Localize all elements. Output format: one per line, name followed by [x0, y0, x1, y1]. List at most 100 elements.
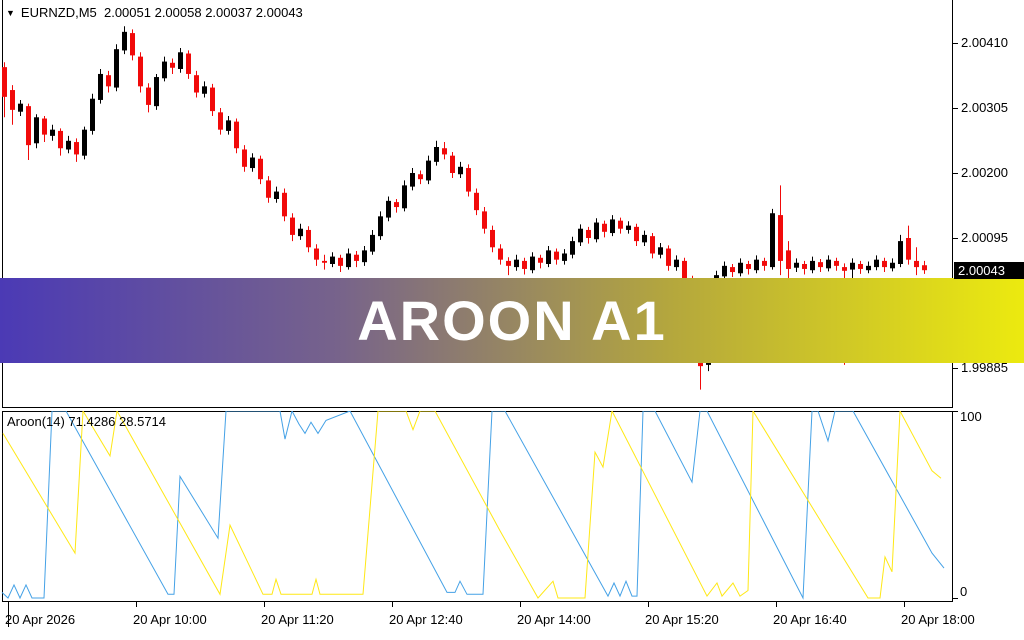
price-axis-label: 2.00200: [961, 165, 1008, 180]
price-axis-label: 2.00305: [961, 100, 1008, 115]
candle: [274, 186, 279, 203]
candle: [546, 246, 551, 268]
price-axis-label: 1.99885: [961, 360, 1008, 375]
indicator-scale-tick: [953, 410, 958, 412]
candle: [642, 230, 647, 247]
candle: [570, 236, 575, 259]
candle: [810, 256, 815, 274]
candle: [578, 224, 583, 247]
candle: [674, 255, 679, 271]
candle: [50, 124, 55, 141]
candle: [522, 257, 527, 275]
candle: [922, 260, 927, 274]
candle: [602, 220, 607, 238]
time-axis-label: 20 Apr 11:20: [261, 612, 334, 627]
candle: [722, 261, 727, 280]
indicator-scale-label: 0: [960, 584, 968, 599]
candle: [498, 244, 503, 265]
candle: [322, 254, 327, 270]
candle: [882, 257, 887, 273]
candle: [618, 217, 623, 234]
aroon-line-aroon-up: [1, 411, 945, 600]
candle: [538, 254, 543, 269]
candle: [650, 233, 655, 259]
candle: [482, 207, 487, 234]
candle: [586, 226, 591, 244]
candle: [554, 248, 559, 265]
candle: [178, 47, 183, 73]
candle: [26, 103, 31, 161]
aroon-line-aroon-down: [2, 411, 942, 599]
time-tick: [520, 602, 521, 607]
candle: [42, 116, 47, 143]
aroon-indicator-panel[interactable]: [2, 411, 953, 602]
candle: [778, 185, 783, 276]
candle: [898, 234, 903, 268]
candle: [818, 259, 823, 273]
candle: [114, 44, 119, 92]
candle: [354, 251, 359, 268]
time-tick: [264, 602, 265, 607]
candle: [194, 70, 199, 98]
candle: [314, 244, 319, 266]
time-tick: [904, 602, 905, 607]
candle: [738, 258, 743, 277]
candle: [186, 50, 191, 79]
time-axis-label: 20 Apr 2026: [5, 612, 76, 627]
candle: [330, 252, 335, 268]
time-axis[interactable]: [0, 603, 1024, 640]
candle: [10, 85, 15, 125]
candle: [130, 29, 135, 61]
candle: [346, 248, 351, 270]
candle: [74, 138, 79, 162]
candle: [66, 135, 71, 154]
indicator-label: Aroon(14) 71.4286 28.5714: [7, 414, 167, 429]
price-tick: [953, 172, 958, 174]
candle: [362, 246, 367, 266]
banner-title: AROON A1: [357, 288, 667, 352]
candle: [826, 255, 831, 272]
candle: [106, 70, 111, 93]
chart-title: ▼ EURNZD,M5 2.00051 2.00058 2.00037 2.000…: [6, 5, 303, 20]
candle: [914, 247, 919, 276]
symbol-dropdown-icon[interactable]: ▼: [6, 8, 15, 18]
candle: [450, 151, 455, 178]
candle: [58, 128, 63, 156]
aroon-indicator-chart[interactable]: [0, 411, 953, 602]
candle: [410, 168, 415, 191]
candle: [802, 260, 807, 275]
candle: [210, 83, 215, 117]
candle: [146, 83, 151, 113]
candle: [730, 264, 735, 278]
candle: [258, 155, 263, 185]
time-axis-label: 20 Apr 12:40: [389, 612, 463, 627]
candle: [434, 140, 439, 166]
current-price-badge: 2.00043: [954, 262, 1024, 279]
candle: [562, 249, 567, 265]
time-axis-label: 20 Apr 18:00: [901, 612, 975, 627]
candle: [426, 155, 431, 185]
price-tick: [953, 107, 958, 109]
candle: [890, 258, 895, 272]
candle: [626, 221, 631, 234]
ohlc-values: 2.00051 2.00058 2.00037 2.00043: [96, 5, 303, 20]
time-tick: [648, 602, 649, 607]
price-tick: [953, 42, 958, 44]
time-tick: [136, 602, 137, 607]
candle: [170, 58, 175, 74]
candle: [98, 69, 103, 104]
candle: [834, 257, 839, 271]
candle: [490, 225, 495, 253]
candle: [242, 145, 247, 172]
candle: [306, 226, 311, 253]
candle: [474, 188, 479, 216]
time-axis-label: 20 Apr 10:00: [133, 612, 207, 627]
time-tick: [392, 602, 393, 607]
candle: [442, 142, 447, 160]
candle: [282, 188, 287, 222]
candle: [386, 196, 391, 222]
time-axis-label: 20 Apr 15:20: [645, 612, 719, 627]
price-axis-label: 2.00410: [961, 35, 1008, 50]
candle: [906, 225, 911, 265]
candle: [218, 108, 223, 135]
